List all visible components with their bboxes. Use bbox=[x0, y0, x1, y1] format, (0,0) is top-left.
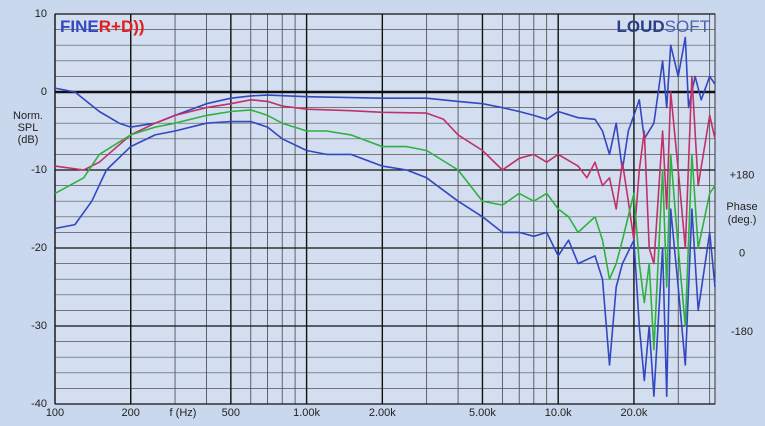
series-line bbox=[54, 120, 716, 397]
x-tick-label: 10.0k bbox=[545, 407, 572, 419]
series-line bbox=[54, 36, 716, 171]
y-tick-label: -20 bbox=[31, 242, 47, 254]
y-label: Norm. bbox=[13, 110, 43, 122]
series-line bbox=[54, 109, 716, 351]
x-label: f (Hz) bbox=[170, 407, 197, 419]
y2-tick-label: 0 bbox=[739, 248, 745, 260]
plot-area bbox=[54, 13, 716, 405]
logo-left: FINER+D)) bbox=[60, 17, 145, 36]
y2-label: Phase bbox=[726, 201, 757, 213]
y-label: SPL bbox=[18, 122, 39, 134]
y-label: (dB) bbox=[18, 134, 39, 146]
y2-label: (deg.) bbox=[728, 214, 757, 226]
series-line bbox=[54, 75, 716, 265]
logo-right: LOUDSOFT bbox=[616, 17, 710, 36]
y2-tick-label: +180 bbox=[730, 169, 755, 181]
y-tick-label: -10 bbox=[31, 164, 47, 176]
y-tick-label: 10 bbox=[35, 8, 47, 20]
y-tick-label: 0 bbox=[41, 86, 47, 98]
x-tick-label: 100 bbox=[46, 407, 64, 419]
x-tick-label: 200 bbox=[122, 407, 140, 419]
y2-tick-label: -180 bbox=[731, 326, 753, 338]
y-tick-label: -40 bbox=[31, 398, 47, 410]
y-tick-label: -30 bbox=[31, 320, 47, 332]
x-tick-label: 20.0k bbox=[620, 407, 647, 419]
x-tick-label: 1.00k bbox=[293, 407, 320, 419]
x-tick-label: 2.00k bbox=[369, 407, 396, 419]
x-tick-label: 500 bbox=[222, 407, 240, 419]
x-tick-label: 5.00k bbox=[469, 407, 496, 419]
